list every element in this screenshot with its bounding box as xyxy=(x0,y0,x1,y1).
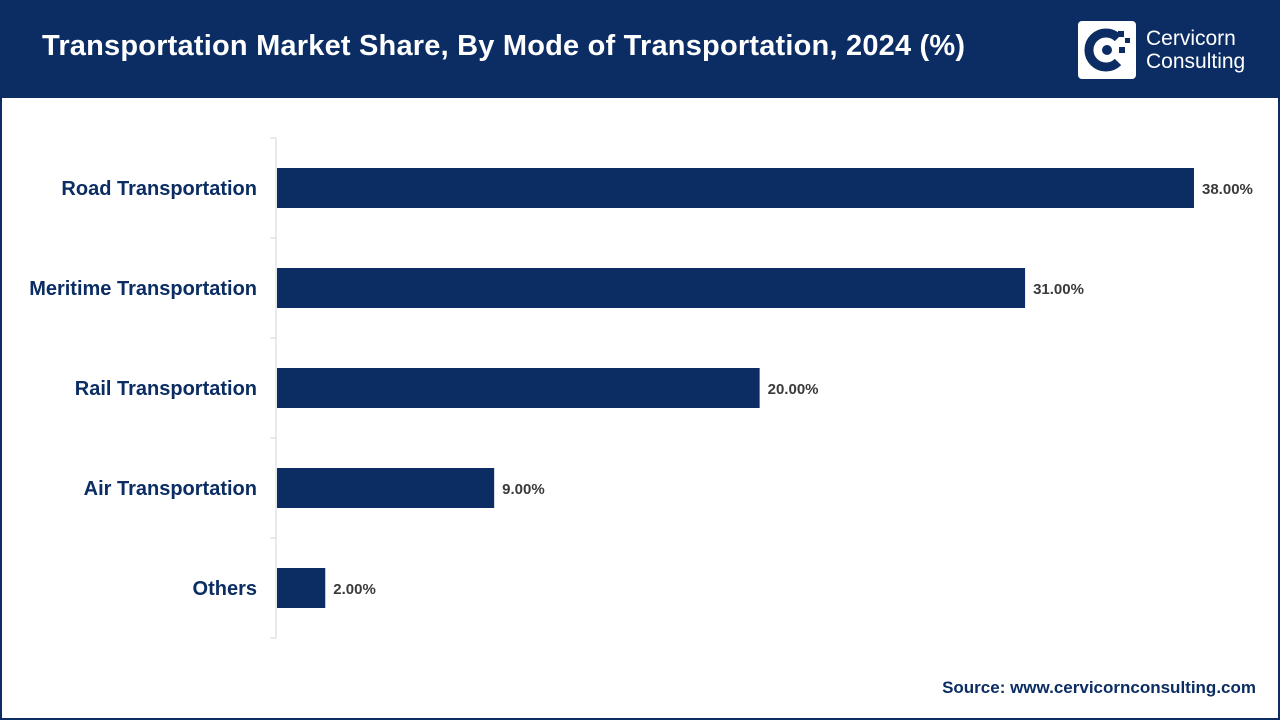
category-label: Air Transportation xyxy=(84,478,257,500)
data-label: 31.00% xyxy=(1033,281,1084,298)
data-label: 9.00% xyxy=(502,481,545,498)
source-note: Source: www.cervicornconsulting.com xyxy=(942,678,1256,697)
data-label: 38.00% xyxy=(1202,181,1253,198)
bar-5 xyxy=(277,568,326,608)
bar-2 xyxy=(277,268,1026,308)
logo-mark-icon xyxy=(1078,21,1136,79)
cervicorn-logo: Cervicorn Consulting xyxy=(1078,21,1263,81)
category-label: Road Transportation xyxy=(61,178,257,200)
page-title: Transportation Market Share, By Mode of … xyxy=(42,30,966,62)
logo-text: Cervicorn Consulting xyxy=(1146,27,1245,73)
bar-4 xyxy=(277,468,495,508)
logo-line-1: Cervicorn xyxy=(1146,27,1236,50)
logo-line-2: Consulting xyxy=(1146,50,1246,73)
category-label: Others xyxy=(193,578,257,600)
category-label: Rail Transportation xyxy=(75,378,257,400)
bar-1 xyxy=(277,168,1194,208)
data-label: 2.00% xyxy=(333,581,376,598)
header-bar: Transportation Market Share, By Mode of … xyxy=(2,2,1278,98)
category-label: Meritime Transportation xyxy=(29,278,257,300)
bar-3 xyxy=(277,368,760,408)
data-label: 20.00% xyxy=(768,381,819,398)
bar-chart: Road Transportation 38.00% Meritime Transp… xyxy=(29,137,1253,639)
